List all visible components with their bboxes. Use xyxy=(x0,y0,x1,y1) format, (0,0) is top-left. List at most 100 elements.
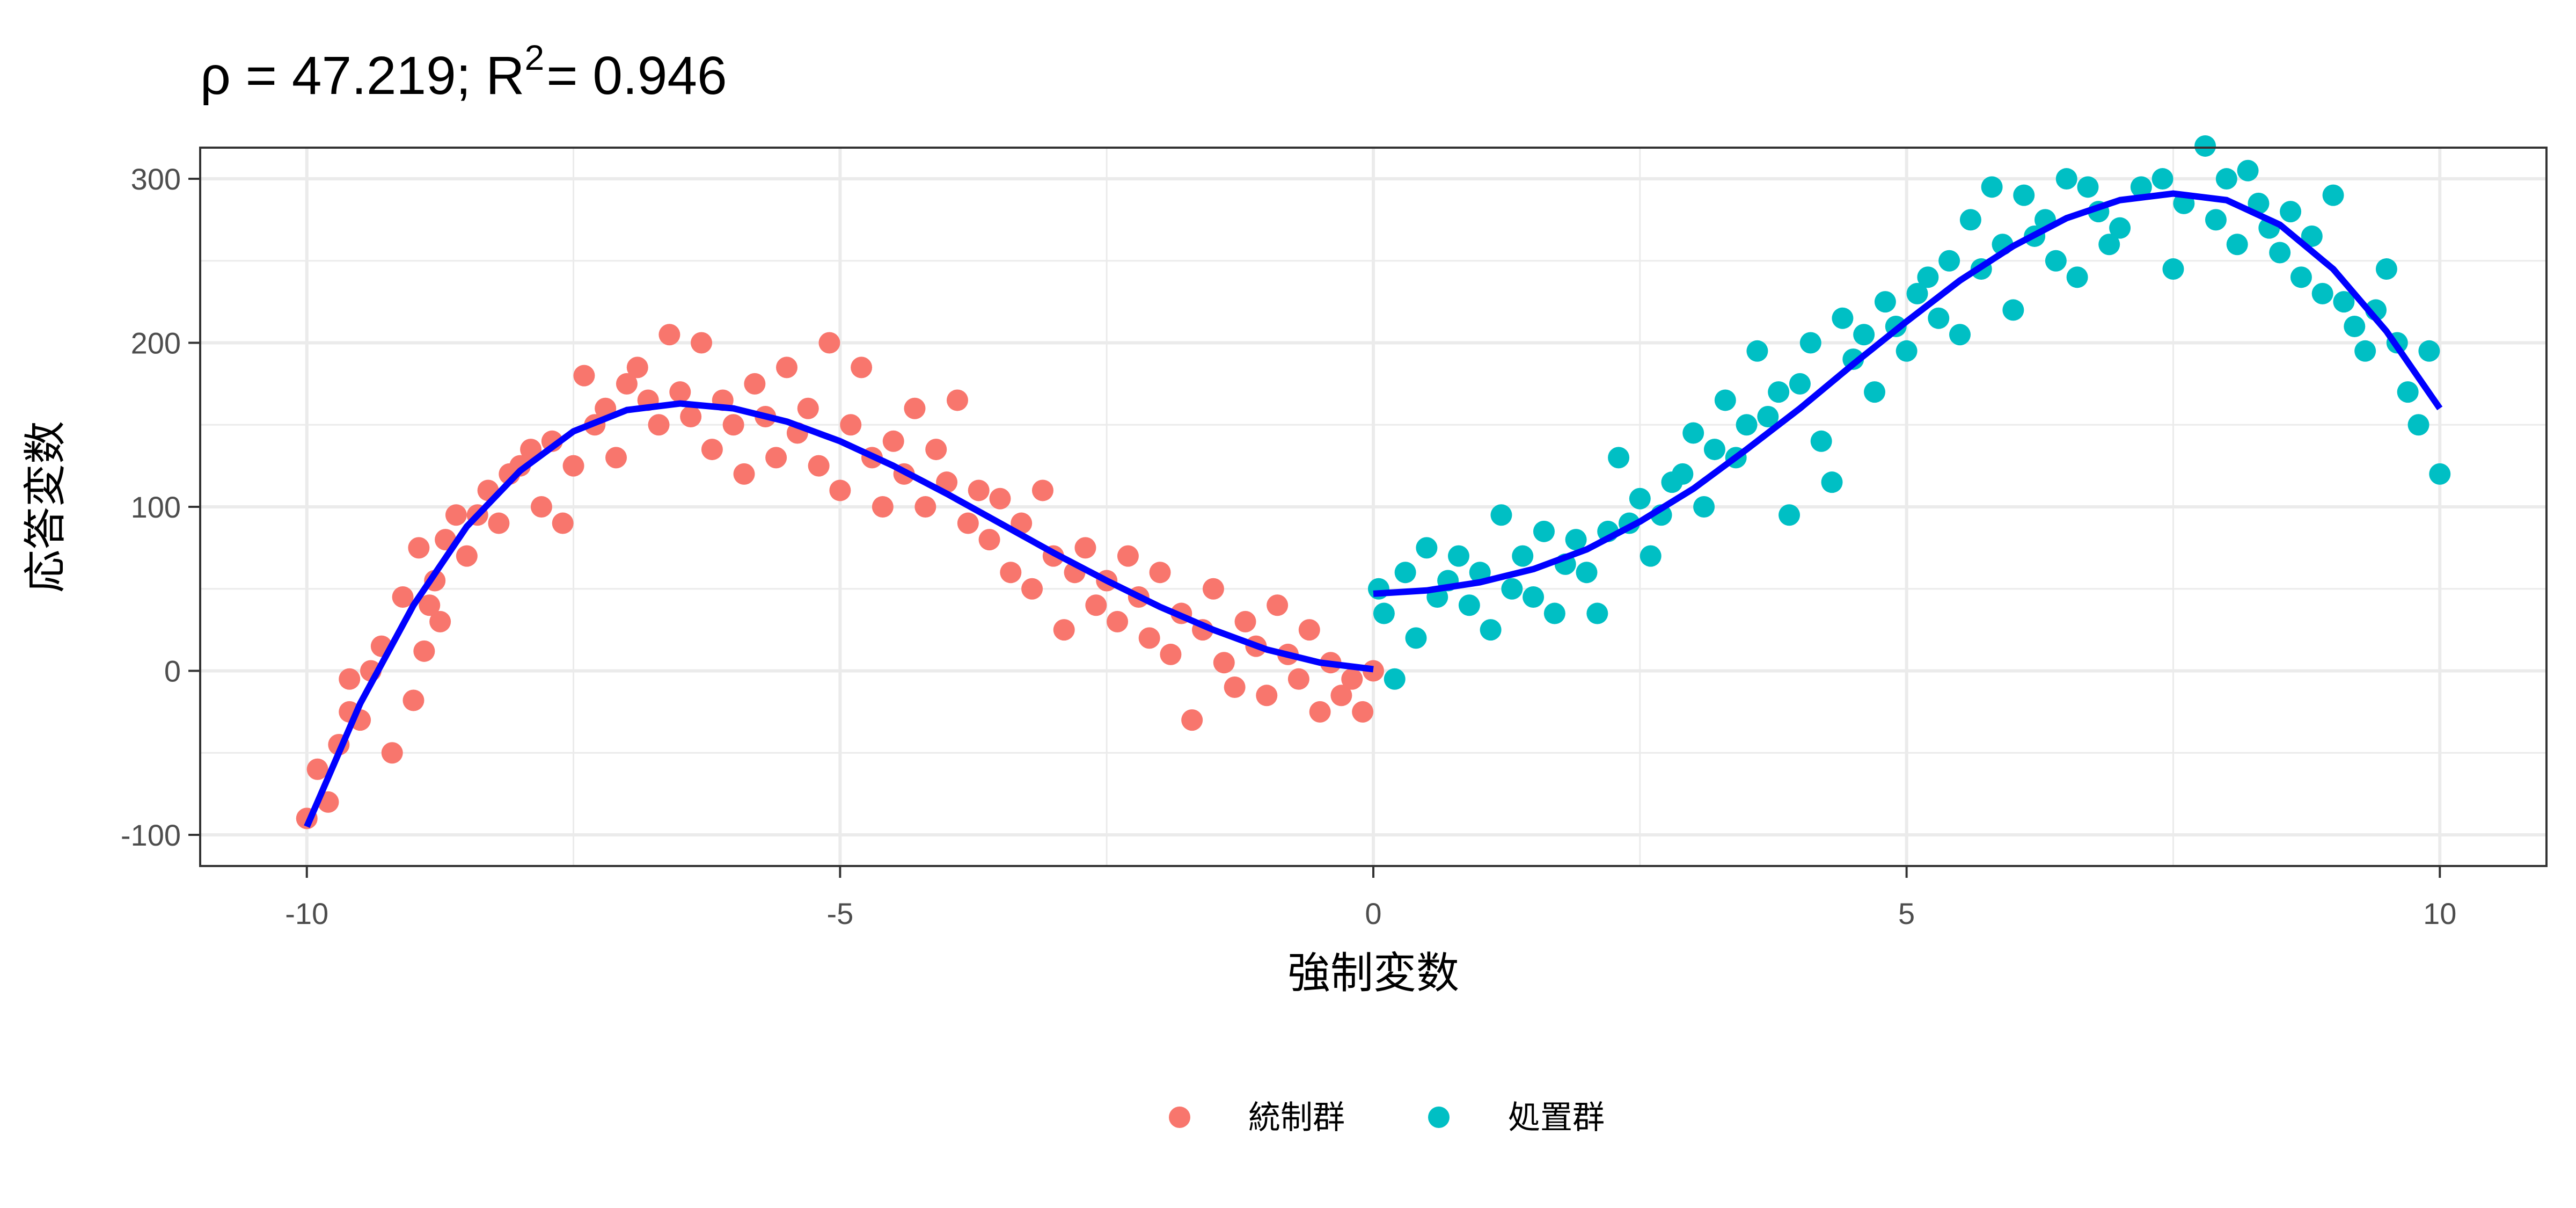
control-point xyxy=(419,594,441,616)
control-point xyxy=(1085,594,1107,616)
treatment-point xyxy=(1608,447,1630,469)
chart-title: ρ = 47.219; R2= 0.946 xyxy=(200,38,727,106)
treatment-point xyxy=(2226,234,2248,256)
control-point xyxy=(968,479,990,501)
control-point xyxy=(1074,537,1096,559)
y-tick-label: 100 xyxy=(131,490,181,524)
control-point xyxy=(573,365,595,387)
control-point xyxy=(392,586,414,608)
treatment-point xyxy=(1703,439,1725,461)
treatment-point xyxy=(1490,504,1512,526)
control-point xyxy=(1224,676,1246,698)
control-point xyxy=(402,689,425,711)
x-tick-label: 5 xyxy=(1898,897,1915,930)
y-tick-label: -100 xyxy=(121,818,181,852)
treatment-point xyxy=(1447,545,1469,567)
treatment-point xyxy=(2109,217,2131,239)
control-point xyxy=(701,439,723,461)
control-point xyxy=(851,356,873,379)
treatment-point xyxy=(1959,209,1981,231)
treatment-point xyxy=(1394,562,1416,584)
treatment-point xyxy=(2290,266,2312,288)
title-tail: = 0.946 xyxy=(546,46,727,106)
axis-ticks: -10 -5 0 5 10 -100 0 100 200 300 xyxy=(121,162,2457,930)
legend-key-control xyxy=(1169,1107,1190,1128)
control-point xyxy=(722,414,744,436)
treatment-point xyxy=(1736,414,1758,436)
control-point xyxy=(904,397,926,419)
treatment-point xyxy=(2248,192,2270,214)
treatment-point xyxy=(1853,324,1875,346)
treatment-point xyxy=(1629,487,1651,510)
treatment-point xyxy=(2151,168,2174,190)
treatment-point xyxy=(1917,266,1939,288)
y-tick-label: 200 xyxy=(131,326,181,360)
treatment-point xyxy=(2429,463,2451,485)
treatment-point xyxy=(2066,266,2088,288)
control-point xyxy=(808,455,830,477)
treatment-point xyxy=(1373,602,1395,624)
control-point xyxy=(818,332,840,354)
control-point xyxy=(1267,594,1289,616)
treatment-point xyxy=(1821,471,1843,493)
control-point xyxy=(1341,668,1363,690)
treatment-point xyxy=(2237,159,2259,181)
treatment-point xyxy=(2002,299,2024,321)
treatment-point xyxy=(1672,463,1694,485)
control-point xyxy=(1031,479,1053,501)
treatment-point xyxy=(1864,381,1886,403)
treatment-fit-line xyxy=(1373,190,2443,597)
control-point xyxy=(1298,619,1320,641)
treatment-point xyxy=(2215,168,2237,190)
control-point xyxy=(488,512,510,534)
treatment-point xyxy=(1565,529,1587,551)
treatment-point xyxy=(1768,381,1790,403)
control-point xyxy=(1021,578,1043,600)
treatment-point xyxy=(2344,315,2366,337)
control-point xyxy=(957,512,979,534)
control-point xyxy=(925,439,947,461)
control-point xyxy=(1149,562,1171,584)
control-point xyxy=(978,529,1000,551)
control-point xyxy=(872,496,894,518)
control-point xyxy=(691,332,713,354)
title-superscript: 2 xyxy=(525,38,545,77)
x-tick-label: -10 xyxy=(285,897,328,930)
treatment-point xyxy=(1928,307,1950,329)
treatment-point xyxy=(2397,381,2419,403)
treatment-point xyxy=(2269,242,2291,264)
treatment-point xyxy=(2130,176,2152,198)
treatment-point xyxy=(2280,201,2302,223)
treatment-point xyxy=(1458,594,1480,616)
control-point xyxy=(1181,709,1203,731)
control-point xyxy=(829,479,851,501)
treatment-point xyxy=(1757,405,1779,427)
control-point xyxy=(669,381,691,403)
treatment-point xyxy=(1523,586,1545,608)
y-tick-label: 0 xyxy=(164,654,181,688)
x-tick-label: -5 xyxy=(826,897,853,930)
treatment-point xyxy=(1512,545,1534,567)
treatment-point xyxy=(1938,250,1960,272)
control-point xyxy=(1330,685,1352,707)
title-main: ρ = 47.219; R xyxy=(200,46,525,106)
control-point xyxy=(605,447,627,469)
treatment-point xyxy=(2194,135,2216,157)
legend-label-treatment: 処置群 xyxy=(1508,1099,1605,1137)
treatment-point xyxy=(1416,537,1438,559)
treatment-point xyxy=(2418,340,2440,362)
control-point xyxy=(1309,701,1331,723)
control-point xyxy=(530,496,552,518)
treatment-point xyxy=(1779,504,1801,526)
control-point xyxy=(744,373,766,395)
control-point xyxy=(1053,619,1075,641)
treatment-point xyxy=(2375,258,2397,280)
control-point xyxy=(914,496,936,518)
control-point xyxy=(797,397,819,419)
control-point xyxy=(1213,652,1235,674)
control-point xyxy=(626,356,648,379)
treatment-point xyxy=(1480,619,1502,641)
treatment-point xyxy=(2205,209,2227,231)
treatment-point xyxy=(2354,340,2376,362)
